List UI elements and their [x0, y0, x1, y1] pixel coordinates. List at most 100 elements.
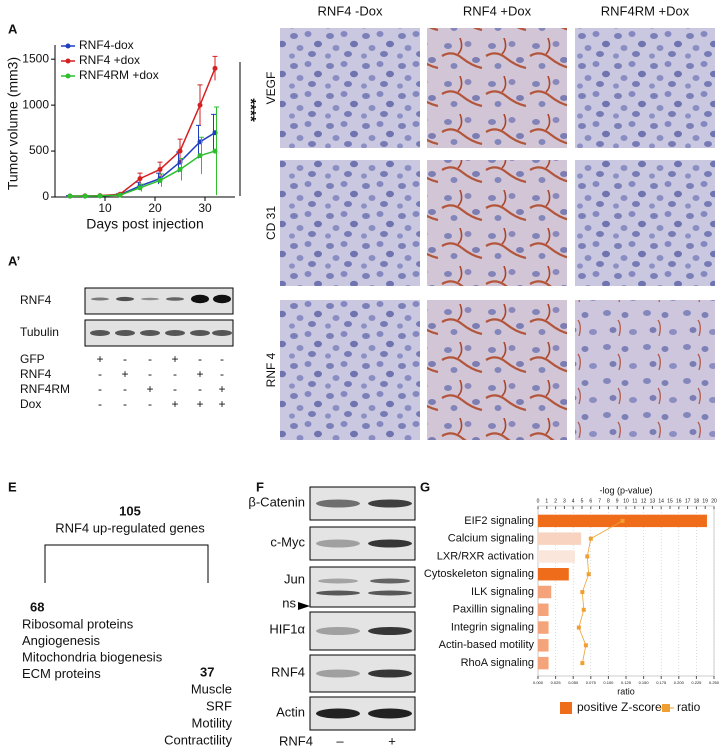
band-label: Tubulin	[20, 325, 59, 339]
y-tick-label: 500	[29, 143, 49, 157]
data-point	[177, 166, 183, 172]
x2-tick-label: 0.225	[691, 680, 702, 685]
count: 37	[200, 664, 214, 679]
bar	[538, 550, 575, 563]
ratio-point	[580, 661, 585, 666]
y-tick-label: 1000	[22, 97, 49, 111]
x-tick-label: 30	[198, 201, 212, 215]
x-tick-label: 20	[148, 201, 162, 215]
band	[90, 330, 110, 336]
x-tick-label: 16	[676, 498, 682, 504]
condition-mark: +	[121, 367, 128, 381]
condition-mark: +	[171, 352, 178, 366]
ratio-point	[586, 572, 591, 577]
bar	[538, 568, 569, 581]
band	[91, 297, 109, 301]
x-tick-label: 2	[554, 498, 557, 504]
x2-tick-label: 0.150	[639, 680, 650, 685]
legend-label: RNF4-dox	[79, 38, 134, 52]
micrograph	[427, 300, 567, 440]
panel-letter: G	[420, 479, 430, 494]
data-point	[157, 177, 163, 183]
band-label: Actin	[276, 704, 305, 719]
band	[116, 296, 134, 302]
condition-mark: -	[148, 397, 152, 411]
x2-tick-label: 0.175	[656, 680, 667, 685]
condition-mark: -	[123, 382, 127, 396]
ratio-line	[578, 520, 623, 664]
band	[316, 539, 360, 548]
x-tick-label: 17	[685, 498, 691, 504]
label: RNF4 up-regulated genes	[55, 520, 205, 535]
annotation: ****	[242, 98, 259, 122]
micrograph	[427, 160, 567, 286]
micrograph	[575, 300, 715, 440]
category-label: LXR/RXR activation	[437, 550, 534, 562]
legend-label: positive Z-score	[577, 700, 662, 714]
band	[115, 330, 135, 336]
x2-axis-title: ratio	[617, 686, 635, 696]
count: 105	[119, 503, 141, 518]
x2-tick-label: 0.000	[533, 680, 544, 685]
condition-mark: +	[196, 397, 203, 411]
data-point	[137, 185, 143, 191]
band	[316, 590, 360, 596]
band-label: HIF1α	[269, 621, 305, 636]
band	[190, 330, 210, 336]
bar	[538, 656, 549, 670]
band	[368, 590, 412, 596]
condition-mark: -	[173, 367, 177, 381]
lane-mark: –	[336, 733, 344, 748]
condition-mark: -	[98, 367, 102, 381]
band	[316, 669, 360, 678]
blot-rnf4	[84, 287, 234, 315]
band	[316, 627, 360, 635]
x-tick-label: 20	[711, 498, 717, 504]
band	[141, 297, 159, 301]
x2-tick-label: 0.250	[709, 680, 720, 685]
condition-mark: +	[171, 397, 178, 411]
column-header: RNF4RM +Dox	[601, 3, 690, 18]
category-label: Actin-based motility	[439, 639, 535, 651]
band-label: RNF4	[20, 293, 52, 307]
category-label: Integrin signaling	[451, 621, 534, 633]
condition-mark: -	[198, 352, 202, 366]
data-point	[157, 166, 163, 172]
panel-letter: A’	[8, 253, 20, 268]
x-tick-label: 13	[650, 498, 656, 504]
x2-tick-label: 0.025	[551, 680, 562, 685]
legend-marker	[560, 702, 572, 714]
lane-mark: +	[388, 733, 396, 748]
data-point	[212, 148, 218, 154]
band-label: RNF4	[271, 664, 305, 679]
condition-mark: +	[146, 382, 153, 396]
condition-mark: +	[218, 382, 225, 396]
ratio-point	[588, 536, 593, 541]
x-tick-label: 10	[623, 498, 629, 504]
condition-label: RNF4	[279, 733, 313, 748]
bracket	[44, 544, 209, 583]
condition-mark: -	[220, 367, 224, 381]
x2-tick-label: 0.100	[603, 680, 614, 685]
gene-group: SRF	[206, 698, 232, 713]
micrograph	[427, 28, 567, 148]
band	[316, 708, 360, 719]
panel-letter: A	[8, 21, 18, 36]
x-tick-label: 11	[632, 498, 637, 504]
category-label: Calcium signaling	[448, 533, 534, 545]
category-label: EIF2 signaling	[464, 515, 534, 527]
x-tick-label: 8	[607, 498, 610, 504]
band	[213, 294, 231, 304]
condition-mark: -	[148, 352, 152, 366]
condition-mark: -	[123, 352, 127, 366]
bar	[538, 603, 549, 616]
x-axis-title: -log (p-value)	[599, 485, 652, 495]
band	[368, 499, 412, 508]
band	[166, 297, 184, 301]
ratio-point	[581, 607, 586, 612]
panel-letter: F	[256, 479, 264, 494]
band	[368, 627, 412, 635]
band	[318, 578, 358, 584]
condition-label: GFP	[20, 352, 45, 366]
band-label: ns	[282, 595, 296, 610]
